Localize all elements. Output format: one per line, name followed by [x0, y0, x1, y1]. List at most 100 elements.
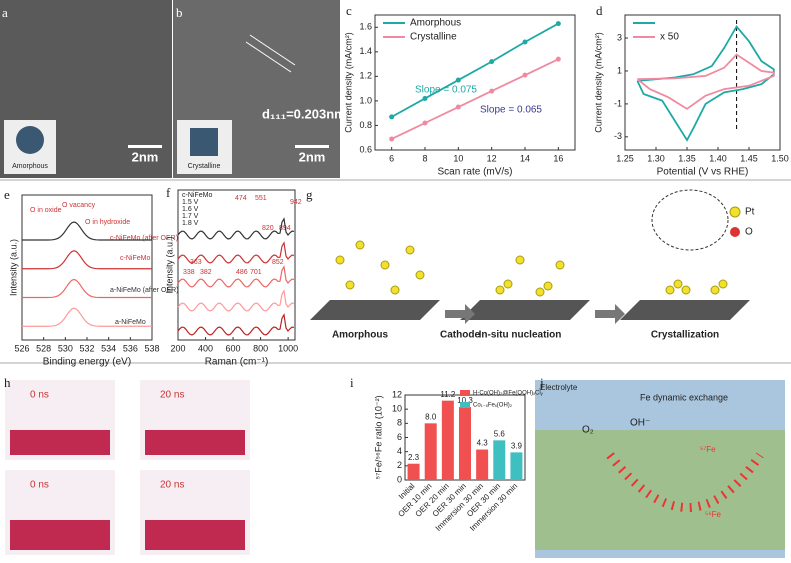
exchange-label: Fe dynamic exchange [640, 392, 728, 402]
point [522, 72, 528, 78]
series-line [391, 58, 559, 140]
spectrum-curve [177, 313, 295, 336]
x-axis-label: Raman (cm⁻¹) [205, 357, 269, 368]
point [555, 56, 561, 62]
panel-label: g [306, 187, 313, 202]
spectrum-curve [177, 265, 295, 288]
inset-model [16, 126, 44, 154]
point [455, 77, 461, 83]
step-label: Amorphous [332, 330, 389, 341]
panel-g: Pt O Amorphous In-situ nucleation Crysta… [300, 182, 791, 360]
point [522, 39, 528, 45]
legend-label: Crystalline [410, 32, 457, 43]
panel-j: Electrolyte Fe dynamic exchange O₂ OH⁻ ⁵… [535, 380, 785, 558]
y-tick-label: 8 [397, 418, 402, 428]
point [389, 114, 395, 120]
y-axis-label: Current density (mA/cm²) [593, 32, 603, 133]
arrow [445, 304, 475, 324]
panel-label: h [4, 375, 11, 390]
point [422, 120, 428, 126]
x-tick-label: 200 [170, 343, 185, 353]
annotation: 338 [183, 269, 195, 276]
scale-label: 2nm [132, 149, 159, 164]
value-label: 11.2 [440, 390, 456, 399]
x-tick-label: 1.30 [647, 153, 665, 163]
legend-label: Amorphous [410, 18, 461, 29]
point [422, 95, 428, 101]
x-tick-label: 10 [453, 153, 463, 163]
step-label: In-situ nucleation [479, 330, 562, 341]
region-label: Electrolyte [540, 383, 578, 392]
x-tick-label: 12 [487, 153, 497, 163]
spectrum-curve [177, 241, 295, 264]
x-tick-label: 1.50 [771, 153, 789, 163]
plot-frame [374, 14, 576, 151]
y-tick-label: 2 [397, 460, 402, 470]
value-label: 3.9 [511, 441, 523, 450]
panel-label: f [166, 185, 171, 200]
legend-swatch [460, 390, 470, 396]
legend-label: 1.6 V [182, 206, 199, 213]
panel-b: d₁₁₁=0.203nm Crystalline 2nm [173, 0, 346, 178]
series-line [391, 22, 559, 118]
scale-bar [128, 145, 162, 148]
y-tick-label: -3 [614, 131, 622, 141]
x-tick-label: 1.35 [678, 153, 696, 163]
spectrum-curve [22, 307, 152, 327]
point [489, 59, 495, 65]
arrow [595, 304, 625, 324]
legend-label: c-NiFeMo [182, 192, 212, 199]
zoom-circle [651, 189, 729, 251]
value-label: 5.6 [494, 429, 506, 438]
y-tick-label: 10 [392, 404, 402, 414]
y-axis-label: Intensity (a.u.) [164, 236, 174, 293]
step-label: Crystallization [651, 330, 719, 341]
y-tick-label: 6 [397, 432, 402, 442]
bar [493, 440, 506, 480]
value-label: 10.3 [457, 396, 473, 405]
x-tick-label: 526 [14, 343, 29, 353]
x-tick-label: 400 [198, 343, 213, 353]
point [489, 88, 495, 94]
y-axis-label: ⁵⁷Fe/⁵⁶Fe ratio (10⁻²) [373, 395, 383, 479]
x-tick-label: 1.45 [740, 153, 758, 163]
bar [407, 463, 420, 480]
time-label: 0 ns [30, 390, 49, 401]
legend-swatch [460, 402, 470, 408]
spectrum-curve [22, 278, 152, 299]
x-axis-label: Potential (V vs RHE) [657, 167, 749, 178]
x-tick-label: 538 [144, 343, 159, 353]
value-label: 4.3 [477, 439, 489, 448]
legend-label: Co₁₋ₓFeₓ(OH)₂ [473, 403, 513, 409]
value-label: 8.0 [425, 412, 437, 421]
substrate [620, 300, 750, 320]
species-label: ⁵⁶Fe [705, 510, 721, 519]
annotation: O in hydroxide [85, 219, 130, 226]
annotation: O in oxide [30, 207, 62, 214]
y-tick-label: 0 [397, 474, 402, 484]
o-atom [730, 227, 740, 237]
annotation: 363 [190, 259, 202, 266]
inset-model [190, 128, 218, 156]
annotation: 942 [290, 199, 302, 206]
lattice-line [245, 41, 292, 73]
legend-label: x 50 [660, 32, 679, 43]
y-tick-label: 1 [617, 65, 622, 75]
legend-label: 1.5 V [182, 199, 199, 206]
substrate [460, 300, 590, 320]
species-label: OH⁻ [630, 418, 650, 429]
time-label: 0 ns [30, 480, 49, 491]
legend-label: 1.8 V [182, 220, 199, 227]
bar [476, 449, 489, 480]
panel-label: d [596, 3, 603, 18]
spectrum-curve [177, 217, 295, 240]
y-tick-label: 12 [392, 389, 402, 399]
scale-bar [295, 145, 329, 148]
inset-label: Crystalline [188, 163, 221, 170]
legend-label: H-Co(OH)₂@Fe(OOH)ₓClᵧ [473, 391, 543, 397]
x-tick-label: 600 [226, 343, 241, 353]
bar [510, 452, 523, 480]
slab [10, 430, 110, 455]
annotation: O vacancy [62, 202, 96, 209]
